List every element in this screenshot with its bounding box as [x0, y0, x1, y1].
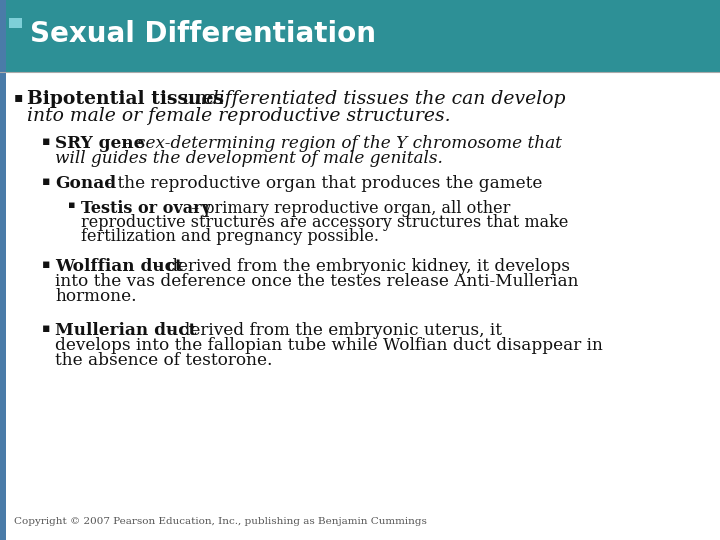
- Text: Wolffian duct: Wolffian duct: [55, 258, 183, 275]
- Bar: [9, 33, 22, 43]
- Text: into male or female reproductive structures.: into male or female reproductive structu…: [27, 107, 451, 125]
- Text: ▪: ▪: [42, 322, 50, 335]
- Text: – undifferentiated tissues the can develop: – undifferentiated tissues the can devel…: [167, 90, 565, 108]
- Text: - derived from the embryonic uterus, it: - derived from the embryonic uterus, it: [163, 322, 502, 339]
- Text: ▪: ▪: [42, 135, 50, 148]
- Text: fertilization and pregnancy possible.: fertilization and pregnancy possible.: [81, 228, 379, 245]
- Text: will guides the development of male genitals.: will guides the development of male geni…: [55, 150, 443, 167]
- Text: ▪: ▪: [14, 90, 23, 104]
- Bar: [0, 0, 6, 540]
- Text: reproductive structures are accessory structures that make: reproductive structures are accessory st…: [81, 214, 568, 231]
- Text: Sexual Differentiation: Sexual Differentiation: [30, 20, 376, 48]
- Text: - the reproductive organ that produces the gamete: - the reproductive organ that produces t…: [101, 175, 542, 192]
- Text: SRY gene: SRY gene: [55, 135, 145, 152]
- Text: the absence of testorone.: the absence of testorone.: [55, 352, 272, 369]
- Text: – sex-determining region of the Y chromosome that: – sex-determining region of the Y chromo…: [123, 135, 562, 152]
- Text: ▪: ▪: [68, 200, 76, 210]
- Text: ▪: ▪: [42, 258, 50, 271]
- Text: hormone.: hormone.: [55, 288, 137, 305]
- Text: – primary reproductive organ, all other: – primary reproductive organ, all other: [191, 200, 510, 217]
- Text: Bipotential tissues: Bipotential tissues: [27, 90, 224, 108]
- Text: ▪: ▪: [42, 175, 50, 188]
- Text: develops into the fallopian tube while Wolfian duct disappear in: develops into the fallopian tube while W…: [55, 337, 603, 354]
- Text: Copyright © 2007 Pearson Education, Inc., publishing as Benjamin Cummings: Copyright © 2007 Pearson Education, Inc.…: [14, 517, 427, 526]
- Text: into the vas deference once the testes release Anti-Mullerian: into the vas deference once the testes r…: [55, 273, 578, 290]
- Bar: [9, 18, 22, 28]
- Text: Testis or ovary: Testis or ovary: [81, 200, 211, 217]
- Text: Gonad: Gonad: [55, 175, 116, 192]
- Text: Mullerian duct: Mullerian duct: [55, 322, 197, 339]
- Bar: [0, 0, 720, 72]
- Text: - derived from the embryonic kidney, it develops: - derived from the embryonic kidney, it …: [156, 258, 570, 275]
